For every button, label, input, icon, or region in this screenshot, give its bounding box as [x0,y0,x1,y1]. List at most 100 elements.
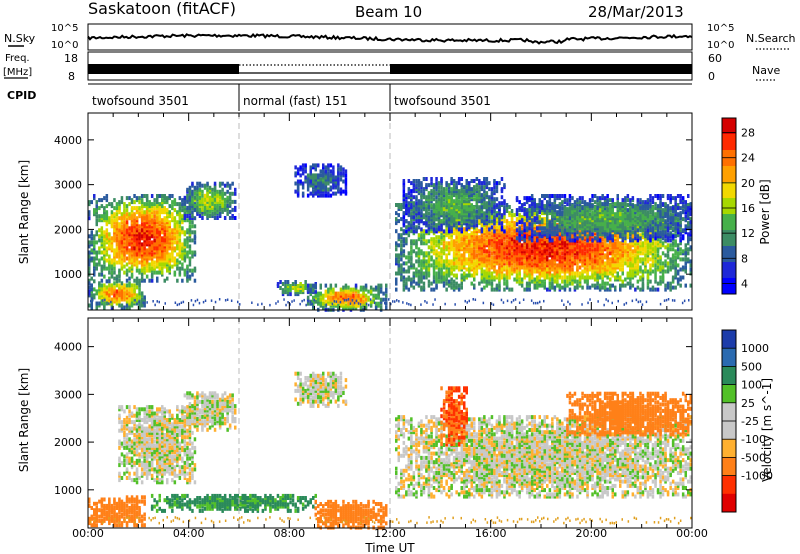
heatmap-cell [150,252,154,257]
heatmap-cell [541,267,544,272]
heatmap-cell [171,216,174,221]
heatmap-cell [105,258,109,263]
heatmap-cell [470,273,473,278]
heatmap-cell [498,265,501,270]
heatmap-cell [98,228,101,233]
nsearch-label: N.Search [746,32,796,45]
heatmap-cell [314,173,317,178]
heatmap-cell [344,173,348,178]
heatmap-cell [435,249,438,254]
heatmap-cell [395,229,398,234]
heatmap-cell [412,271,416,276]
heatmap-cell [128,297,131,302]
heatmap-cell [171,228,174,233]
heatmap-cell [161,218,164,223]
heatmap-cell [609,251,612,256]
heatmap-cell [571,275,574,280]
heatmap-cell [639,241,642,246]
heatmap-cell [679,275,682,280]
cpid-segment-label: twofsound 3501 [394,94,491,108]
heatmap-cell [480,225,484,230]
heatmap-cell [525,249,529,254]
heatmap-cell [150,260,154,265]
heatmap-cell [193,230,197,235]
heatmap-cell [143,295,146,300]
heatmap-cell [649,257,652,262]
heatmap-cell [420,249,423,254]
heatmap-cell [93,244,96,249]
heatmap-cell [108,232,111,237]
nsky-tick-top: 10^5 [51,23,78,34]
heatmap-cell [611,249,614,254]
heatmap-cell [88,258,91,263]
heatmap-cell [644,239,647,244]
heatmap-cell [294,181,297,186]
heatmap-cell [644,245,647,250]
heatmap-cell [548,285,552,290]
heatmap-cell [377,293,380,298]
heatmap-cell [339,187,343,192]
heatmap-cell [488,225,491,230]
heatmap-cell [513,277,516,282]
heatmap-cell [576,283,579,288]
heatmap-cell [296,171,300,176]
heatmap-cell [181,208,184,213]
heatmap-cell [407,221,411,226]
heatmap-cell [339,171,343,176]
heatmap-cell [150,218,154,223]
heatmap-cell [538,253,541,258]
heatmap-cell [505,255,509,260]
heatmap-cell [100,264,104,269]
heatmap-cell [166,238,169,243]
heatmap-cell [654,259,657,264]
heatmap-cell [339,287,343,292]
heatmap-cell [676,247,680,252]
heatmap-cell [586,285,589,290]
heatmap-cell [120,196,124,201]
heatmap-cell [168,264,171,269]
heatmap-cell [178,206,182,211]
heatmap-cell [641,251,645,256]
heatmap-cell [437,251,441,256]
heatmap-cell [304,284,307,288]
heatmap-cell [468,265,471,270]
heatmap-cell [533,265,536,270]
heatmap-cell [468,247,471,252]
heatmap-cell [161,198,164,203]
heatmap-cell [515,265,519,270]
heatmap-cell [115,202,119,207]
heatmap-cell [437,253,441,258]
heatmap-cell [505,279,509,284]
heatmap-cell [629,265,632,270]
heatmap-cell [546,267,549,272]
heatmap-cell [523,253,526,258]
heatmap-cell [289,288,292,293]
heatmap-cell [218,214,222,218]
heatmap-cell [153,210,156,215]
heatmap-cell [88,240,91,245]
heatmap-cell [432,239,436,244]
heatmap-cell [130,198,134,203]
heatmap-cell [322,305,325,310]
heatmap-cell [651,241,655,246]
heatmap-cell [223,197,227,202]
heatmap-cell [455,281,458,286]
heatmap-cell [515,279,519,284]
heatmap-cell [337,303,340,308]
heatmap-cell [603,281,607,286]
heatmap-cell [563,283,567,288]
heatmap-cell [223,183,227,188]
heatmap-cell [505,225,509,230]
heatmap-cell [558,251,562,256]
heatmap-cell [629,281,632,286]
heatmap-cell [171,204,174,209]
heatmap-cell [314,299,317,304]
heatmap-cell [661,279,665,284]
heatmap-cell [173,222,177,227]
heatmap-cell [405,255,408,260]
heatmap-cell [538,223,541,228]
heatmap-cell [203,183,207,188]
heatmap-cell [329,295,333,300]
heatmap-cell [181,266,184,271]
heatmap-cell [475,239,479,244]
